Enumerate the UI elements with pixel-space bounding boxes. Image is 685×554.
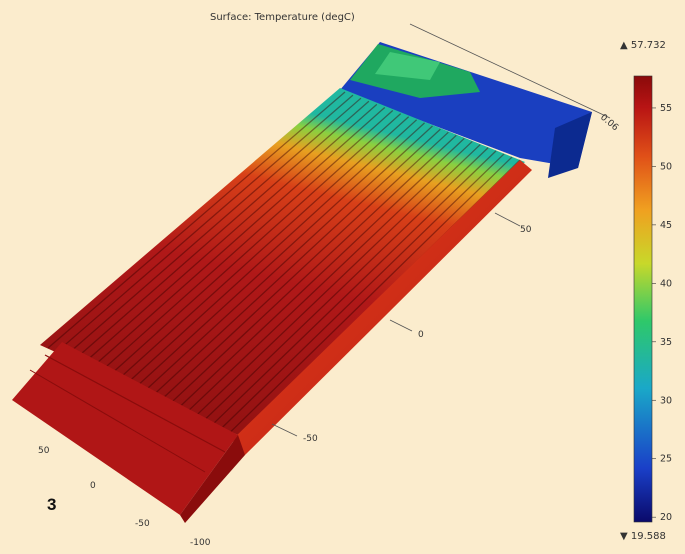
fin-edge: [226, 156, 513, 437]
axis-tick-right-0: 0: [418, 330, 424, 340]
colorbar-tick-label: 25: [660, 454, 672, 465]
side-wall: [232, 160, 532, 455]
axis-tick-left-minus-100: -100: [190, 538, 211, 548]
axis-tick-right-minus-50: -50: [303, 434, 318, 444]
plot-title: Surface: Temperature (degC): [210, 12, 355, 23]
inlet-hot-spot-core: [375, 52, 440, 80]
base-edge-line: [29, 369, 206, 473]
fin-edge: [98, 110, 394, 374]
axis-tick-left-50: 50: [38, 446, 50, 456]
colorbar-max-label: ▲ 57.732: [620, 40, 666, 51]
base-plate-top: [12, 342, 238, 515]
fin-edge: [183, 140, 473, 416]
colorbar-tick-label: 35: [660, 337, 672, 348]
fin-edge: [47, 91, 346, 349]
colorbar-tick-label: 20: [660, 512, 672, 523]
colorbar-tick-label: 40: [660, 278, 672, 289]
axis-tick-right-50: 50: [520, 225, 532, 235]
fin-edge: [107, 113, 402, 378]
colorbar: [633, 75, 653, 523]
fin-edge: [192, 144, 481, 420]
fin-edge: [90, 106, 386, 370]
base-edge-line: [44, 354, 226, 453]
fin-edge: [217, 153, 505, 433]
colorbar-tick-label: 45: [660, 220, 672, 231]
fin-edge: [81, 103, 378, 366]
figure-number: 3: [47, 495, 57, 514]
fin-edge: [64, 97, 362, 357]
colorbar-ticks: 55 50 45 40 35 30 25 20: [652, 103, 672, 523]
fin-edge: [200, 147, 489, 424]
fin-edge: [209, 150, 497, 428]
axis-ticks: [271, 23, 611, 437]
fin-block: [40, 88, 525, 435]
fin-edge: [115, 116, 410, 382]
colorbar-tick-label: 50: [660, 161, 672, 172]
fin-edge: [124, 119, 418, 387]
colorbar-tick-label: 30: [660, 395, 672, 406]
axis-tick-left-minus-50: -50: [135, 519, 150, 529]
fin-edge: [73, 100, 370, 362]
colorbar-tick-label: 55: [660, 103, 672, 114]
fin-edge: [175, 137, 465, 412]
fin-edge: [149, 128, 441, 399]
inlet-side: [548, 112, 592, 178]
fin-edge: [166, 134, 457, 408]
axis-tick-top: 0.06: [598, 113, 620, 134]
fin-edge: [158, 131, 449, 403]
colorbar-min-label: ▼ 19.588: [620, 531, 666, 542]
fin-edge: [56, 94, 354, 353]
axis-tick-left-0: 0: [90, 481, 96, 491]
fin-edge: [132, 122, 425, 391]
base-plate-side: [180, 435, 245, 523]
fin-edge: [141, 125, 433, 395]
